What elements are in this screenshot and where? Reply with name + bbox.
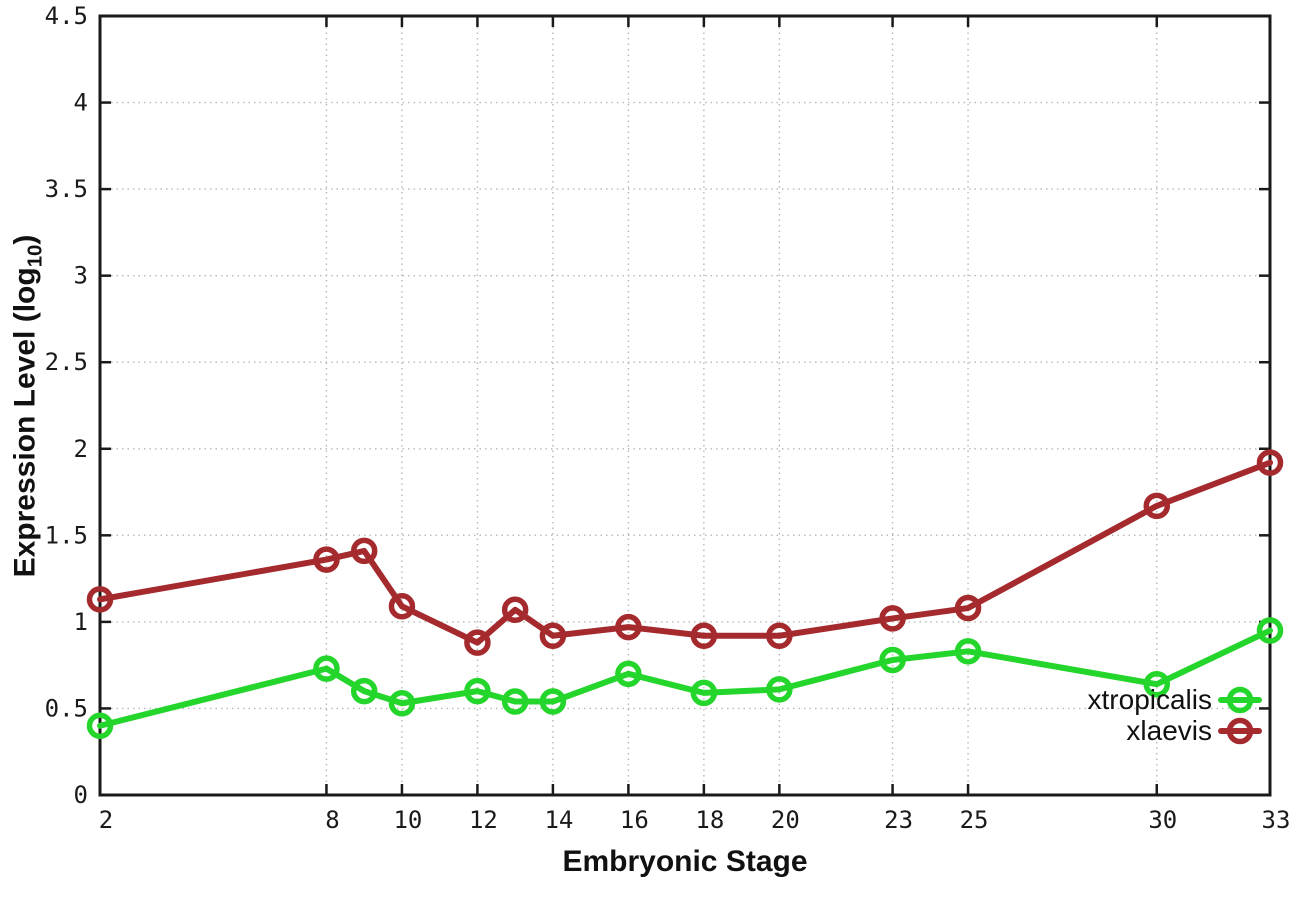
- data-point-xlaevis-stage-14: [539, 622, 567, 649]
- y-tick-label: 1.5: [45, 521, 88, 549]
- data-point-xtropicalis-stage-18: [690, 679, 718, 707]
- x-tick-label: 33: [1262, 806, 1291, 834]
- y-tick-label: 2.5: [45, 348, 88, 376]
- data-point-xtropicalis-stage-23: [879, 646, 906, 674]
- data-point-xtropicalis-stage-30: [1143, 670, 1171, 698]
- y-tick-label: 4: [74, 89, 88, 117]
- data-point-xlaevis-stage-12: [464, 629, 491, 656]
- legend-label-xlaevis: xlaevis: [1126, 715, 1212, 746]
- y-axis-title-suffix: ): [8, 234, 42, 245]
- x-tick-label: 8: [325, 806, 339, 834]
- y-tick-label: 4.5: [45, 2, 88, 30]
- x-tick-label: 2: [99, 806, 113, 834]
- data-point-xtropicalis-stage-8: [313, 655, 340, 682]
- x-tick-label: 16: [620, 806, 649, 834]
- legend-label-xtropicalis: xtropicalis: [1088, 684, 1212, 715]
- y-tick-label: 1: [74, 608, 88, 636]
- x-tick-label: 25: [960, 806, 989, 834]
- x-tick-label: 23: [884, 806, 913, 834]
- legend-marker-xlaevis: [1226, 717, 1254, 745]
- data-point-xlaevis-stage-18: [690, 622, 718, 649]
- x-tick-label: 18: [695, 806, 724, 834]
- x-tick-label: 30: [1148, 806, 1177, 834]
- data-point-xtropicalis-stage-10: [388, 690, 416, 717]
- data-point-xlaevis-stage-16: [615, 613, 642, 641]
- data-point-xtropicalis-stage-12: [464, 677, 491, 705]
- plot-border: [98, 14, 1272, 797]
- y-tick-label: 2: [74, 435, 88, 463]
- data-point-xtropicalis-stage-14: [539, 688, 567, 715]
- data-point-xlaevis-stage-8: [313, 546, 340, 573]
- data-point-xlaevis-stage-2: [86, 586, 114, 613]
- data-point-xlaevis-stage-9: [350, 537, 378, 565]
- x-tick-label: 12: [469, 806, 498, 834]
- y-tick-label: 0.5: [45, 694, 88, 722]
- data-point-xlaevis-stage-30: [1143, 492, 1171, 520]
- data-point-xlaevis-stage-33: [1256, 449, 1284, 476]
- data-point-xtropicalis-stage-20: [766, 676, 793, 703]
- data-point-xtropicalis-stage-13: [501, 688, 529, 715]
- x-tick-label: 14: [544, 806, 573, 834]
- data-point-xtropicalis-stage-9: [350, 677, 378, 705]
- y-axis-title-prefix: Expression Level (log: [8, 267, 42, 578]
- data-point-xtropicalis-stage-16: [615, 660, 642, 688]
- data-point-xlaevis-stage-25: [954, 594, 982, 622]
- data-point-xtropicalis-stage-2: [86, 712, 114, 740]
- data-point-xtropicalis-stage-25: [954, 638, 982, 665]
- legend-marker-xtropicalis: [1226, 686, 1254, 714]
- x-tick-label: 10: [393, 806, 422, 834]
- y-tick-label: 0: [74, 781, 88, 809]
- data-point-xlaevis-stage-23: [879, 605, 906, 632]
- series-line-xlaevis: [97, 459, 1273, 646]
- x-tick-label: 20: [771, 806, 800, 834]
- x-axis-title: Embryonic Stage: [562, 845, 808, 878]
- data-point-xlaevis-stage-13: [501, 596, 529, 624]
- y-axis-title-subscript: 10: [24, 244, 47, 268]
- data-point-xlaevis-stage-10: [388, 593, 416, 620]
- y-axis-title: Expression Level (log10): [8, 235, 47, 578]
- data-point-xlaevis-stage-20: [766, 622, 793, 649]
- data-point-xtropicalis-stage-33: [1256, 617, 1284, 644]
- y-tick-label: 3.5: [45, 175, 88, 203]
- y-tick-label: 3: [74, 262, 88, 290]
